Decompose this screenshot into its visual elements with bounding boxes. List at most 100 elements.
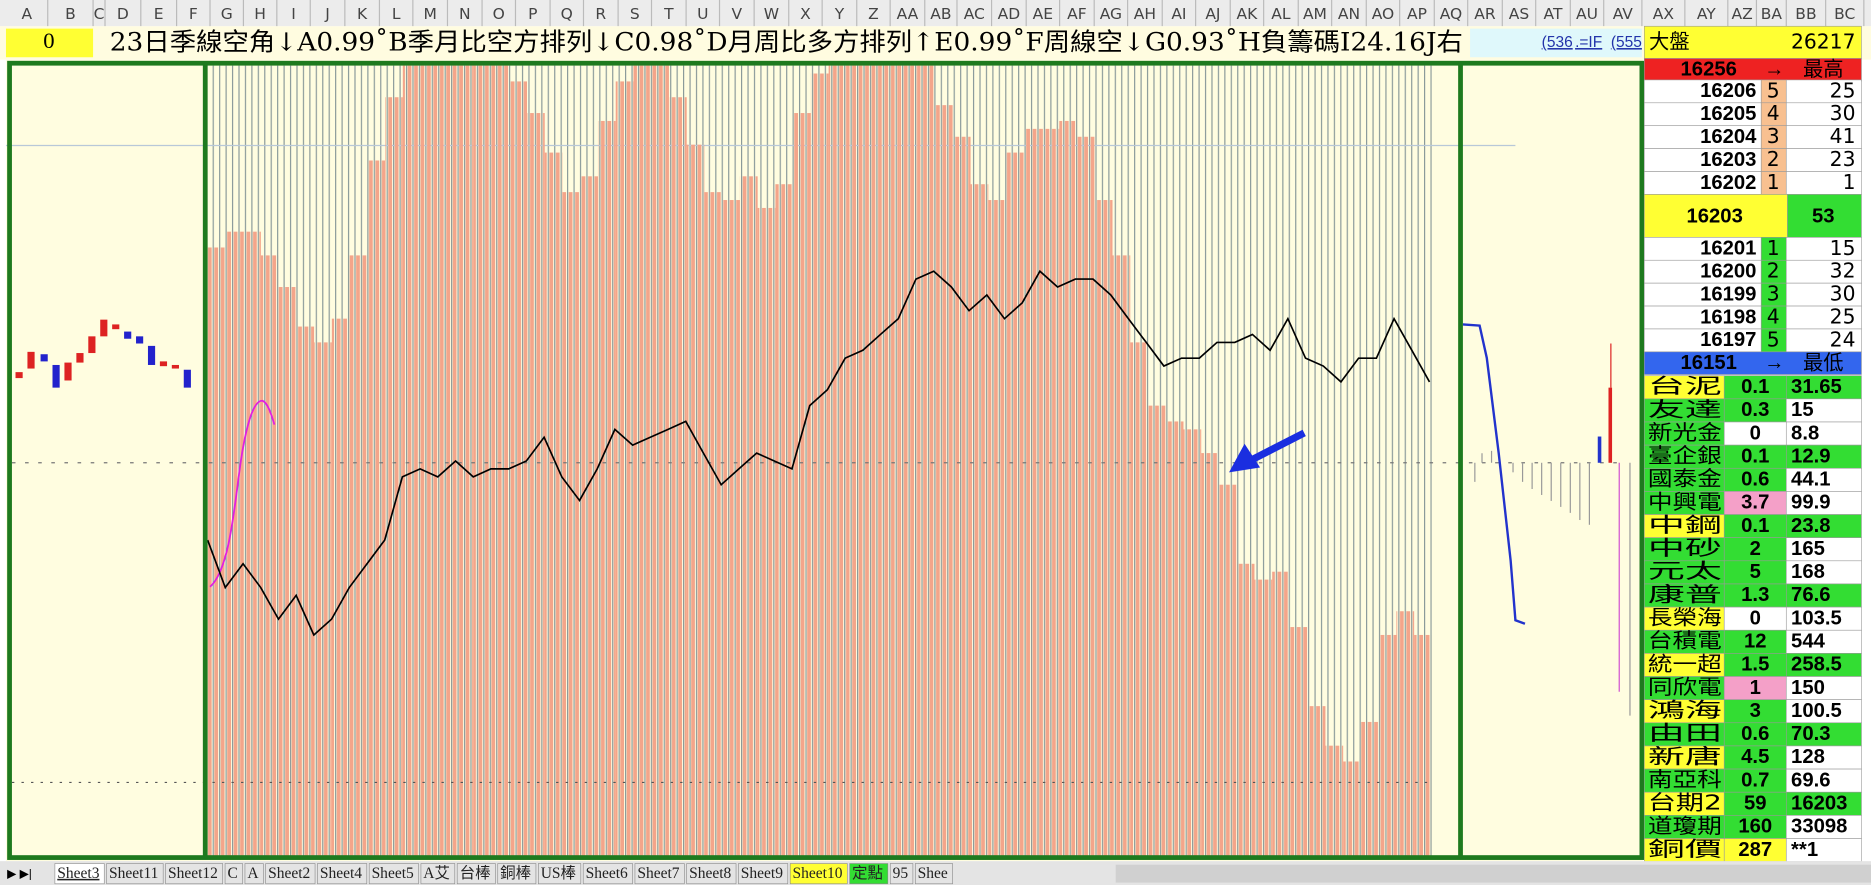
column-header[interactable]: S [630,5,640,23]
bar [668,97,687,857]
cell-text: 1.5 [1741,654,1769,676]
formula-ref[interactable]: (555 [1611,34,1642,51]
column-header[interactable]: M [423,5,436,23]
cell-text: 國泰金 [1648,467,1722,491]
bar [651,65,669,857]
scrollbar[interactable] [1115,864,1871,883]
sheet-tab[interactable]: Sheet11 [109,865,158,882]
column-header[interactable]: AB [930,5,951,23]
cell-text: 3 [1767,282,1780,306]
column-header[interactable]: AT [1544,5,1563,23]
sheet-tab[interactable]: 定點 [852,864,883,882]
cell-text: 1 [1767,170,1780,194]
tab-bg [224,863,243,885]
column-header[interactable]: AF [1067,5,1087,23]
column-header[interactable]: AC [964,5,985,23]
column-header[interactable]: K [357,5,368,23]
column-header[interactable]: I [291,5,296,23]
column-header[interactable]: AZ [1732,5,1753,23]
column-header[interactable]: B [65,5,76,23]
column-header[interactable]: AO [1372,5,1395,23]
column-header[interactable]: AX [1653,5,1675,23]
column-header[interactable]: H [254,5,266,23]
column-header[interactable]: W [764,5,779,23]
column-header[interactable]: AK [1237,5,1259,23]
sheet-tab[interactable]: Sheet10 [793,865,843,882]
column-header[interactable]: AS [1509,5,1529,23]
cell-text: 25 [1830,304,1856,328]
sheet-tab[interactable]: A [247,865,259,882]
cell-text: 1 [1843,170,1856,194]
column-header[interactable]: AE [1033,5,1053,23]
formula-ref[interactable]: (536 [1542,34,1573,51]
column-header[interactable]: AM [1303,5,1327,23]
sheet-tab[interactable]: 台棒 [460,864,492,882]
column-header[interactable]: C [94,5,105,23]
column-header[interactable]: O [493,5,505,23]
column-header[interactable]: AA [897,5,919,23]
column-header[interactable]: J [324,5,330,23]
sheet-tab[interactable]: US棒 [541,864,577,882]
sheet-tab[interactable]: Sheet9 [741,865,783,882]
column-header[interactable]: L [392,5,401,23]
column-header[interactable]: AI [1171,5,1186,23]
cell-text: 0.1 [1741,515,1769,537]
column-header[interactable]: AP [1407,5,1427,23]
bar [243,231,261,857]
column-header[interactable]: AL [1271,5,1291,23]
column-header[interactable]: N [459,5,471,23]
bar [544,152,563,857]
sheet-tab[interactable]: A艾 [423,864,450,882]
cell-text: 24 [1830,327,1856,351]
column-header[interactable]: Q [561,5,573,23]
column-header[interactable]: BC [1834,5,1855,23]
candle [52,364,60,388]
sheet-tab[interactable]: 95 [893,865,909,882]
sheet-tab[interactable]: Shee [918,865,948,882]
column-header[interactable]: AV [1613,5,1634,23]
sheet-tab[interactable]: Sheet2 [268,865,310,882]
sheet-tab[interactable]: Sheet3 [57,865,99,882]
sheet-tab[interactable]: Sheet5 [372,865,414,882]
column-header[interactable]: BB [1795,5,1816,23]
column-header[interactable]: AU [1576,5,1598,23]
column-header[interactable]: BA [1761,5,1783,23]
column-header[interactable]: F [189,5,198,23]
cell-text: 台積電 [1648,629,1722,653]
column-header[interactable]: X [800,5,811,23]
column-header[interactable]: R [595,5,606,23]
column-header[interactable]: AQ [1440,5,1463,23]
sheet-tab[interactable]: Sheet12 [168,865,218,882]
tab-bg [686,863,737,885]
column-header[interactable]: Z [868,5,879,23]
column-header[interactable]: AN [1338,5,1360,23]
sheet-tab[interactable]: C [227,865,237,882]
column-header[interactable]: AH [1134,5,1156,23]
sheet-tab[interactable]: Sheet8 [689,865,731,882]
column-header[interactable]: D [117,5,129,23]
cell-text: 32 [1830,259,1856,283]
formula-ref[interactable]: .=IF [1575,34,1602,51]
cell-text: 友達 [1648,397,1722,421]
cell-text: 0.1 [1741,445,1769,467]
column-header[interactable]: A [22,5,33,23]
column-header[interactable]: T [663,5,674,23]
bar [385,97,403,857]
sheet-tab[interactable]: Sheet6 [586,865,628,882]
sheet-tab[interactable]: 銅棒 [500,864,532,882]
column-header[interactable]: G [221,5,233,23]
column-header[interactable]: AJ [1205,5,1220,23]
column-header[interactable]: Y [834,5,845,23]
column-header[interactable]: U [697,5,708,23]
sheet-tab[interactable]: Sheet7 [637,865,679,882]
tab-nav[interactable]: ▶ ▶| [7,866,32,880]
sheet-tab[interactable]: Sheet4 [320,865,362,882]
column-header[interactable]: AY [1697,5,1716,23]
column-header[interactable]: E [154,5,164,23]
column-header[interactable]: AG [1100,5,1122,23]
column-header[interactable]: V [732,5,743,23]
tick-bar [1608,387,1613,463]
column-header[interactable]: AR [1474,5,1496,23]
column-header[interactable]: P [528,5,537,23]
column-header[interactable]: AD [998,5,1021,23]
